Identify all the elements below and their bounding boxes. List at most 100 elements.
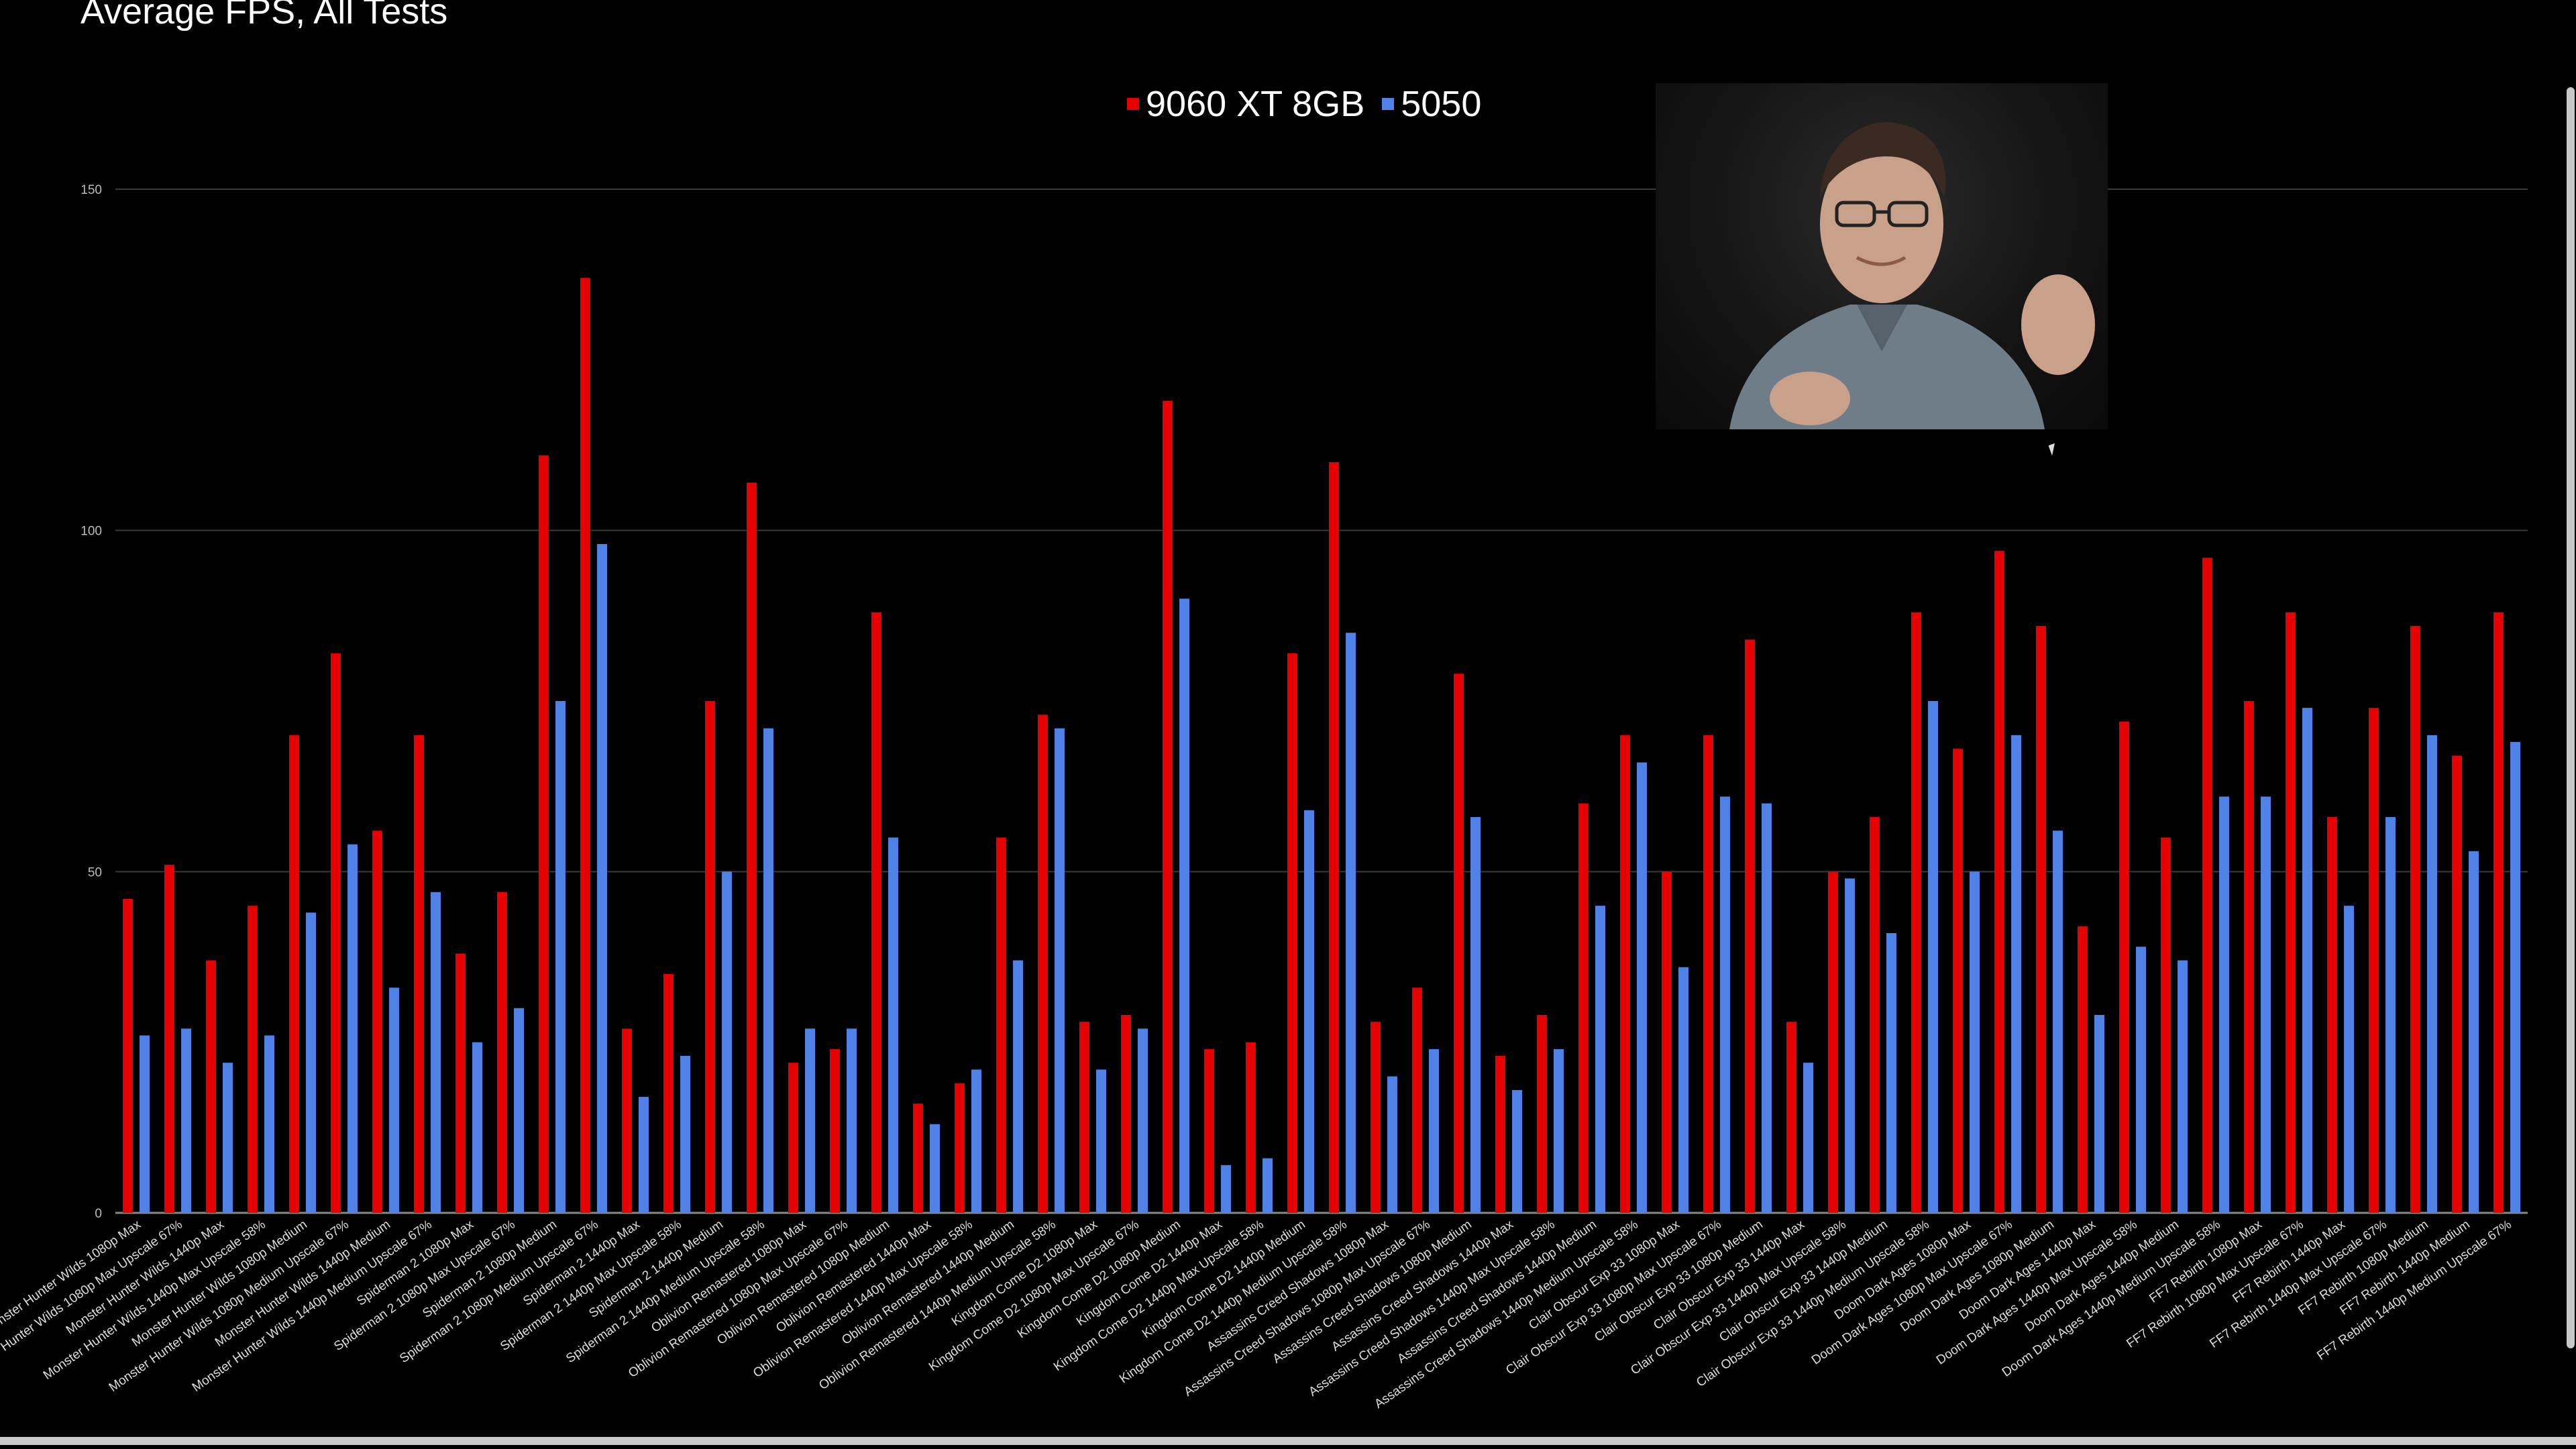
- bar-series-a: [2410, 626, 2420, 1213]
- bar-series-b: [306, 912, 316, 1213]
- bar-series-a: [1371, 1022, 1381, 1213]
- bar-series-b: [2385, 816, 2396, 1213]
- bar-series-a: [497, 892, 507, 1213]
- bar-series-b: [639, 1097, 649, 1213]
- bar-series-b: [1055, 728, 1065, 1213]
- bar-series-a: [913, 1104, 923, 1213]
- bars-layer: [123, 278, 2520, 1214]
- legend-label-series-b: 5050: [1401, 84, 1482, 124]
- bar-series-a: [1911, 612, 1921, 1213]
- bar-series-a: [1828, 871, 1838, 1213]
- bar-series-b: [1595, 906, 1605, 1213]
- bar-series-a: [539, 455, 549, 1213]
- bar-series-b: [223, 1063, 233, 1213]
- y-tick-label: 100: [80, 525, 102, 539]
- bar-series-b: [1387, 1076, 1397, 1213]
- bar-series-b: [140, 1035, 150, 1213]
- bar-series-b: [431, 892, 441, 1213]
- bar-series-a: [1412, 987, 1422, 1213]
- bar-series-b: [2469, 851, 2479, 1213]
- bar-series-a: [1870, 816, 1880, 1213]
- bar-series-b: [555, 701, 566, 1213]
- legend-item-series-b: 5050: [1382, 83, 1481, 125]
- bar-series-b: [1221, 1165, 1231, 1213]
- bar-series-a: [372, 830, 382, 1213]
- bar-series-a: [289, 735, 299, 1213]
- bar-series-b: [888, 837, 898, 1213]
- bar-series-a: [2244, 701, 2254, 1213]
- bar-series-a: [455, 953, 466, 1213]
- bar-series-a: [2078, 926, 2088, 1213]
- bar-series-b: [930, 1124, 940, 1213]
- bar-series-a: [788, 1063, 798, 1213]
- bar-series-a: [1287, 653, 1297, 1213]
- bar-series-b: [2053, 830, 2063, 1213]
- bar-series-a: [2036, 626, 2046, 1213]
- bar-series-b: [2219, 796, 2229, 1213]
- bar-series-a: [2452, 755, 2462, 1213]
- bar-series-b: [2178, 960, 2188, 1213]
- bar-series-a: [1495, 1056, 1505, 1213]
- bar-series-a: [622, 1028, 632, 1213]
- bar-series-b: [805, 1028, 815, 1213]
- bar-series-b: [1970, 871, 1980, 1213]
- bar-series-a: [1620, 735, 1630, 1213]
- legend-swatch-series-b: [1382, 98, 1395, 110]
- bar-series-b: [2094, 1014, 2104, 1213]
- bar-series-a: [1786, 1022, 1796, 1213]
- bar-series-a: [1246, 1042, 1256, 1213]
- bar-series-a: [2119, 721, 2129, 1213]
- bar-series-a: [1662, 871, 1672, 1213]
- bar-series-b: [1637, 762, 1647, 1213]
- bar-series-a: [1953, 749, 1963, 1213]
- bar-series-a: [2327, 816, 2337, 1213]
- bar-series-a: [164, 865, 174, 1213]
- bar-series-b: [1720, 796, 1730, 1213]
- bar-series-a: [871, 612, 881, 1213]
- bar-series-a: [996, 837, 1006, 1213]
- bar-series-a: [705, 701, 715, 1213]
- bar-series-b: [1346, 633, 1356, 1213]
- bar-series-b: [472, 1042, 482, 1213]
- horizontal-scrollbar[interactable]: [0, 1437, 2576, 1445]
- bar-series-b: [1928, 701, 1938, 1213]
- bar-series-b: [1304, 810, 1314, 1213]
- bar-series-b: [1263, 1158, 1273, 1213]
- legend-item-series-a: 9060 XT 8GB: [1127, 83, 1364, 125]
- bar-series-b: [389, 987, 399, 1213]
- bar-series-b: [1013, 960, 1023, 1213]
- bar-series-b: [2136, 947, 2146, 1213]
- bar-series-b: [514, 1008, 524, 1213]
- bar-series-a: [123, 899, 133, 1213]
- bar-series-a: [830, 1049, 840, 1213]
- bar-series-b: [971, 1069, 981, 1213]
- bar-series-a: [2286, 612, 2296, 1213]
- bar-series-a: [1454, 674, 1464, 1213]
- bar-series-b: [1429, 1049, 1439, 1213]
- bar-series-b: [1762, 803, 1772, 1213]
- bar-series-a: [580, 278, 590, 1214]
- bar-series-b: [1138, 1028, 1148, 1213]
- bar-series-b: [347, 844, 358, 1213]
- legend-swatch-series-a: [1127, 98, 1139, 110]
- bar-series-b: [680, 1056, 690, 1213]
- bar-series-b: [2510, 742, 2520, 1213]
- bar-series-a: [2161, 837, 2171, 1213]
- y-tick-label: 0: [95, 1207, 102, 1221]
- bar-series-a: [1745, 639, 1755, 1213]
- bar-series-a: [248, 906, 258, 1213]
- bar-series-a: [2202, 557, 2212, 1213]
- vertical-scrollbar[interactable]: [2567, 87, 2575, 1348]
- bar-series-a: [1163, 400, 1173, 1214]
- bar-series-a: [1038, 714, 1048, 1213]
- bar-series-b: [1678, 967, 1688, 1213]
- bar-series-b: [1179, 598, 1189, 1213]
- bar-series-a: [1204, 1049, 1214, 1213]
- bar-series-a: [1994, 551, 2004, 1213]
- bar-series-a: [1079, 1022, 1089, 1213]
- legend-label-series-a: 9060 XT 8GB: [1146, 84, 1365, 124]
- bar-series-a: [2493, 612, 2504, 1213]
- bar-series-a: [955, 1083, 965, 1213]
